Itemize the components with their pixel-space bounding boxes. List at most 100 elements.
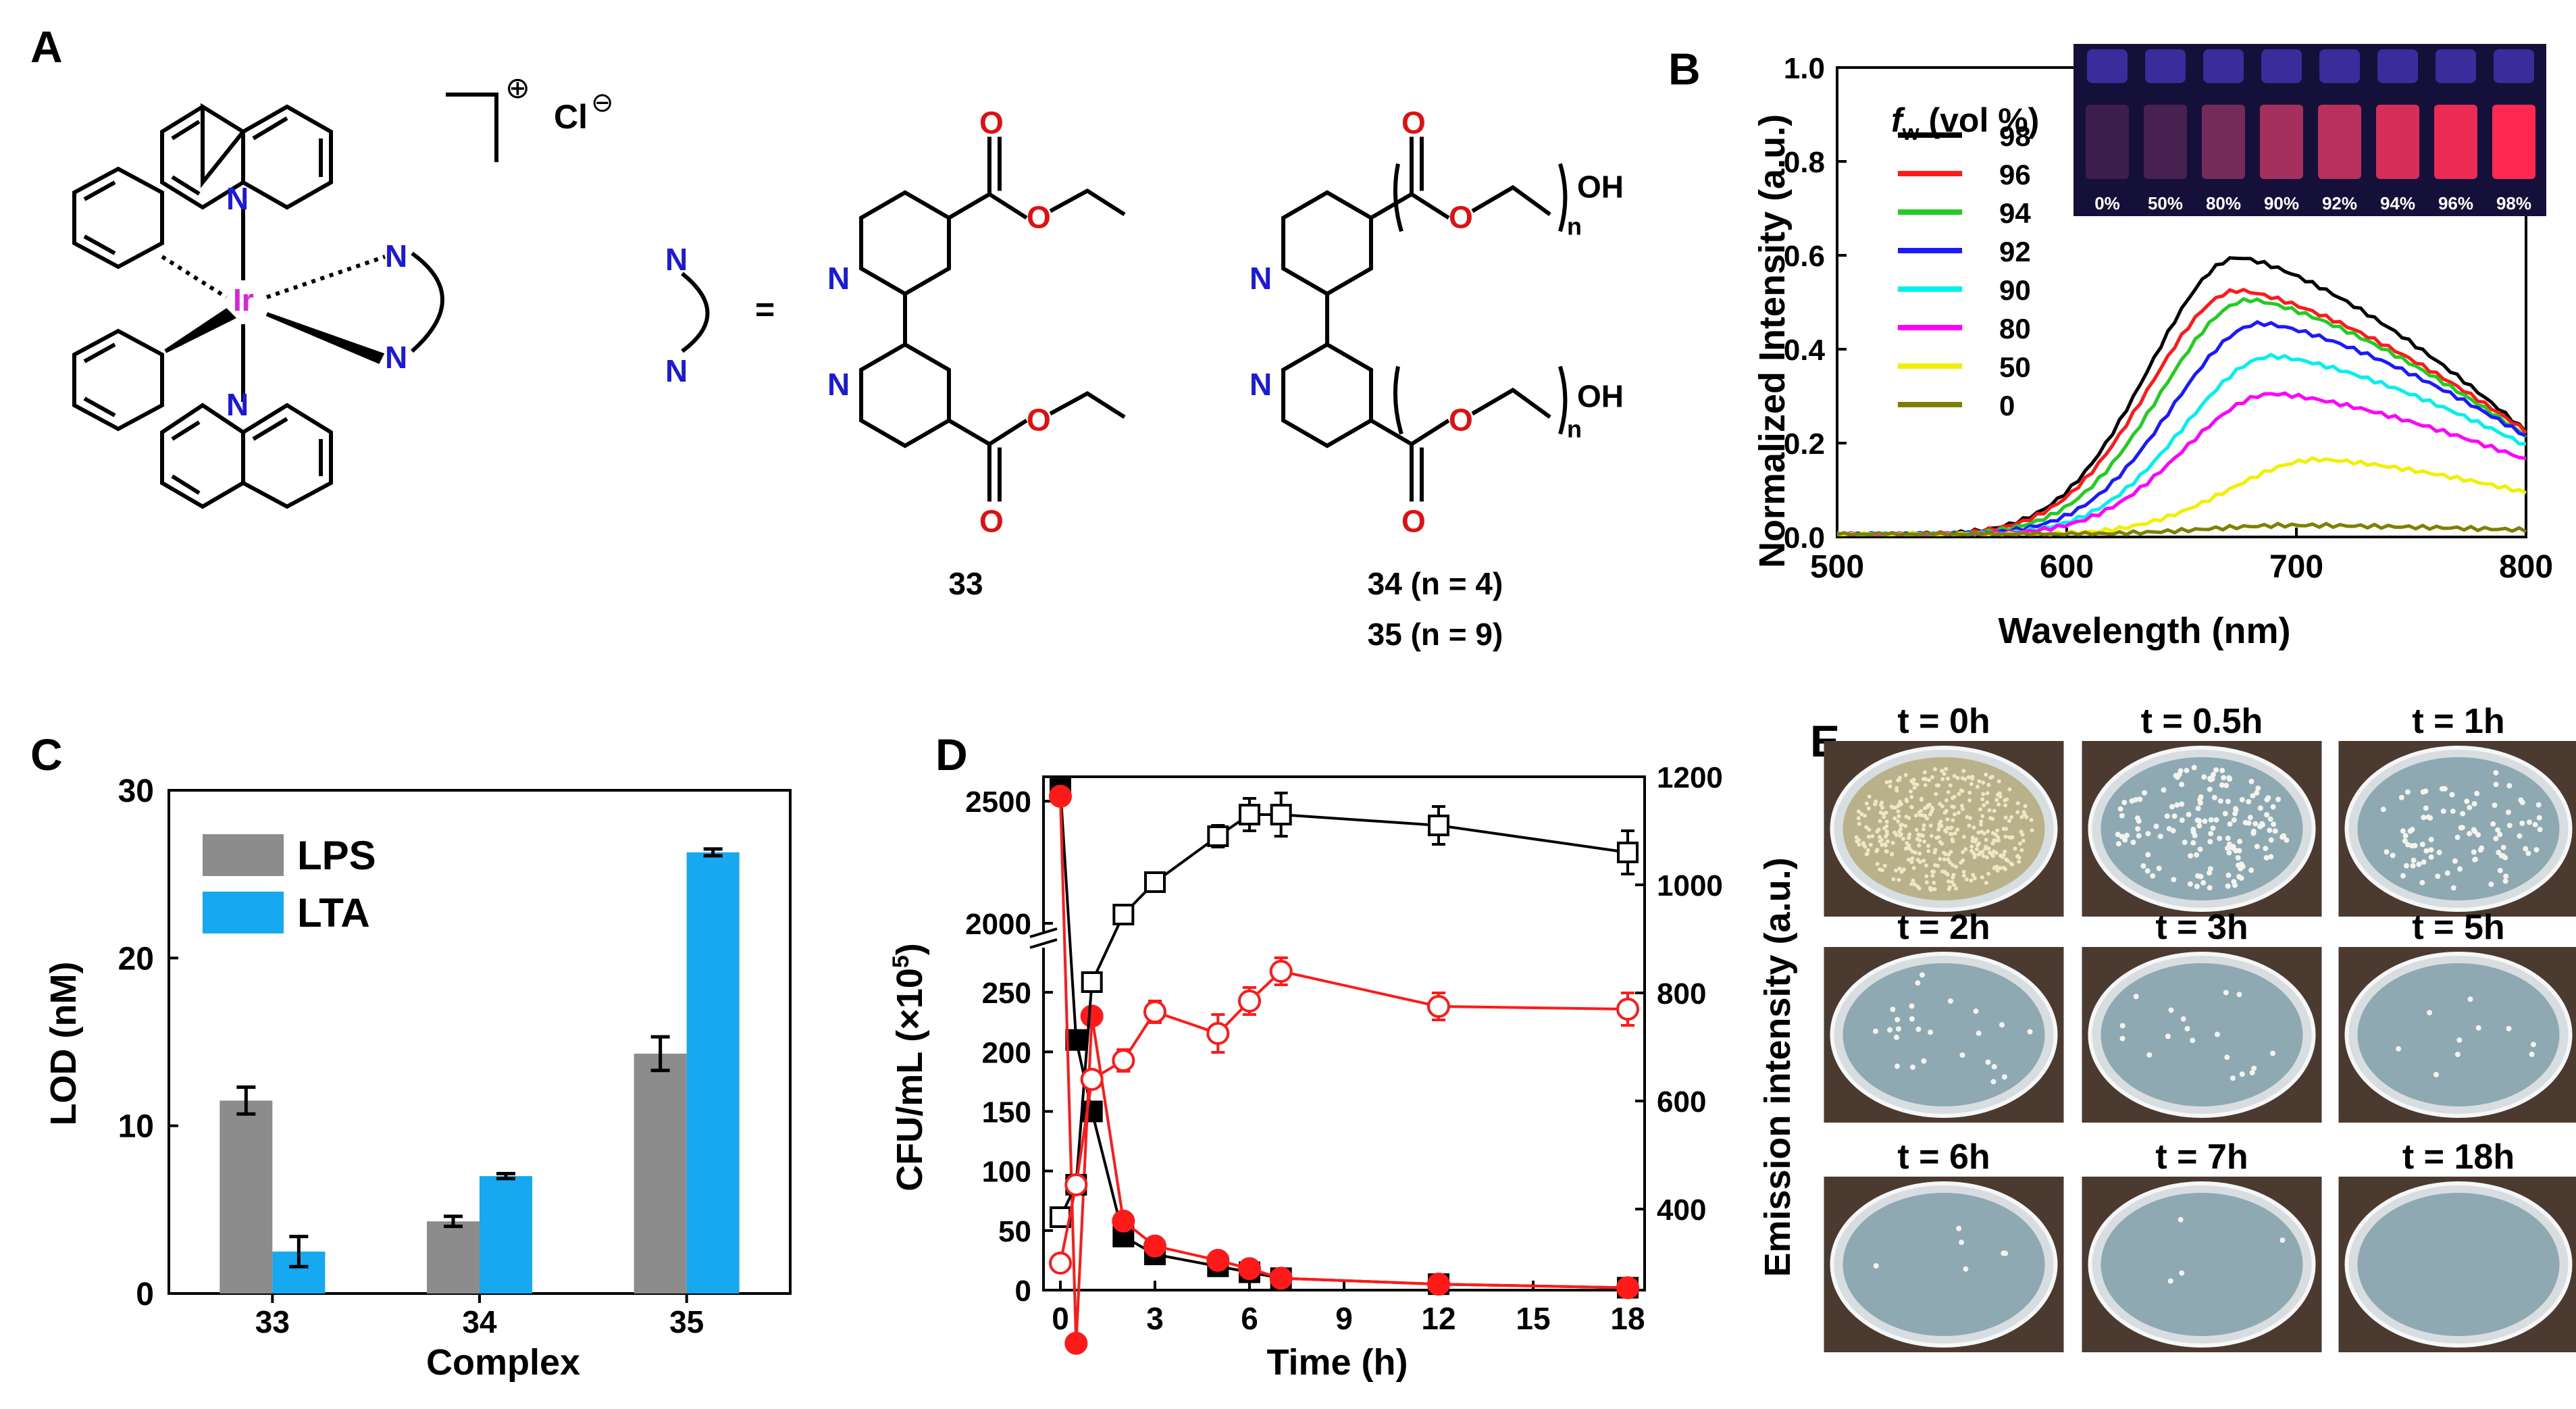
bacterial-colony xyxy=(2390,852,2396,859)
panel-c-bar-LPS-35 xyxy=(634,1053,687,1293)
bacterial-colony xyxy=(1994,798,1999,802)
bacterial-colony xyxy=(1942,857,1947,862)
bacterial-colony xyxy=(2115,831,2121,838)
bacterial-colony xyxy=(1984,772,1988,777)
counter-ion-charge: ⊖ xyxy=(591,88,614,118)
panel-e-agar-plates: t = 0h t = 0.5h t = 1h t = 2h t = 3h t = 5h t … xyxy=(1824,702,2576,1352)
bacterial-colony xyxy=(2246,798,2252,804)
panel-b-legend-label-96: 96 xyxy=(1999,159,2031,190)
bacterial-colony xyxy=(1922,839,1926,844)
paren-close-bottom-2 xyxy=(1558,365,1568,435)
bacterial-colony xyxy=(2184,1026,2190,1031)
bacterial-colony xyxy=(2272,828,2278,834)
bacterial-colony xyxy=(2223,990,2229,996)
bacterial-colony xyxy=(2001,1074,2007,1080)
bacterial-colony xyxy=(1890,841,1895,845)
bacterial-colony xyxy=(2471,801,2477,806)
bacterial-colony xyxy=(2284,837,2290,843)
panel-d-marker-circle xyxy=(1064,1331,1088,1355)
bacterial-colony xyxy=(1928,888,1933,892)
bacterial-colony xyxy=(1911,866,1916,870)
pyridine-n-top-2: N xyxy=(1250,261,1272,296)
petri-dish-agar xyxy=(2101,1193,2303,1336)
bacterial-colony xyxy=(1896,819,1901,823)
bacterial-colony xyxy=(1995,828,2000,833)
bacterial-colony xyxy=(2005,797,2009,802)
bacterial-colony xyxy=(2238,861,2244,867)
bacterial-colony xyxy=(2030,828,2034,833)
bacterial-colony xyxy=(2164,813,2170,819)
inset-vial-glow xyxy=(2202,105,2245,179)
bacterial-colony xyxy=(2264,796,2270,802)
bacterial-colony xyxy=(2221,775,2227,781)
bacterial-colony xyxy=(1976,1030,1982,1036)
bacterial-colony xyxy=(1890,852,1895,856)
bacterial-colony xyxy=(1924,863,1928,868)
bacterial-colony xyxy=(2275,796,2282,802)
bacterial-colony xyxy=(1895,1063,1900,1069)
bacterial-colony xyxy=(1961,869,1966,874)
bacterial-colony xyxy=(2492,802,2498,809)
panel-c-ytick-label: 0 xyxy=(136,1277,154,1312)
bacterial-colony xyxy=(1909,804,1914,809)
bacterial-colony xyxy=(1898,800,1902,804)
bacterial-colony xyxy=(1896,778,1901,783)
bacterial-colony xyxy=(1942,850,1947,855)
bacterial-colony xyxy=(2498,852,2504,859)
bacterial-colony xyxy=(2167,1278,2173,1284)
panel-d-plot-frame xyxy=(1042,775,1646,1291)
panel-c-errorbar-LTA-34 xyxy=(496,1171,515,1181)
bacterial-colony xyxy=(1984,838,1988,842)
bacterial-colony xyxy=(2010,835,2015,840)
bacterial-colony xyxy=(2136,833,2142,839)
bacterial-colony xyxy=(2124,832,2130,838)
bacterial-colony xyxy=(1959,788,1963,793)
bacterial-colony xyxy=(1947,860,1952,865)
bacterial-colony xyxy=(1940,769,1944,773)
panel-b-xtick-label: 800 xyxy=(2499,549,2553,585)
bacterial-colony xyxy=(2530,1042,2536,1048)
bacterial-colony xyxy=(2479,845,2485,851)
bacterial-colony xyxy=(1895,1017,1901,1023)
bacterial-colony xyxy=(1952,812,1957,817)
bacterial-colony xyxy=(1896,809,1901,814)
bacterial-colony xyxy=(2268,854,2274,860)
bacterial-colony xyxy=(2410,863,2416,869)
panel-b-ylabel: Normalized Intensity (a.u.) xyxy=(1752,114,1793,568)
petri-dish-agar xyxy=(2357,963,2560,1106)
bacterial-colony xyxy=(1921,827,1926,831)
nn-arc-left xyxy=(411,251,444,353)
bacterial-colony xyxy=(2140,863,2146,869)
bacterial-colony xyxy=(1971,873,1976,877)
hydroxyl-bottom-2: OH xyxy=(1577,379,1624,414)
inset-vial-label: 90% xyxy=(2264,193,2299,213)
bacterial-colony xyxy=(1945,817,1950,822)
panel-c-xtick-label: 33 xyxy=(255,1304,290,1339)
bacterial-colony xyxy=(2527,819,2532,825)
bacterial-colony xyxy=(1921,813,1926,818)
bacterial-colony xyxy=(2412,842,2418,848)
bacterial-colony xyxy=(1930,806,1935,811)
panel-d-marker-circle xyxy=(1064,1173,1088,1196)
inset-vial-glow xyxy=(2376,105,2419,179)
bacterial-colony xyxy=(2207,839,2213,845)
bacterial-colony xyxy=(2500,844,2506,850)
bacterial-colony xyxy=(1857,838,1861,842)
bacterial-colony xyxy=(1864,825,1869,829)
bacterial-colony xyxy=(1903,823,1908,828)
bacterial-colony xyxy=(1879,802,1883,807)
bacterial-colony xyxy=(1944,809,1949,813)
bacterial-colony xyxy=(2217,836,2223,842)
bacterial-colony xyxy=(2029,817,2034,822)
bacterial-colony xyxy=(2467,804,2473,811)
atom-n-legend-2: N xyxy=(665,353,688,388)
bacterial-colony xyxy=(2257,805,2263,811)
bacterial-colony xyxy=(2178,1216,2184,1223)
bacterial-colony xyxy=(2119,1023,2126,1029)
bacterial-colony xyxy=(1986,871,1991,876)
bacterial-colony xyxy=(2227,821,2233,827)
panel-b-ytick-label: 0.2 xyxy=(1784,428,1825,461)
bacterial-colony xyxy=(2001,827,2006,831)
panel-d-marker-circle xyxy=(1049,1252,1072,1275)
panel-d-marker-circle xyxy=(1143,1000,1166,1023)
